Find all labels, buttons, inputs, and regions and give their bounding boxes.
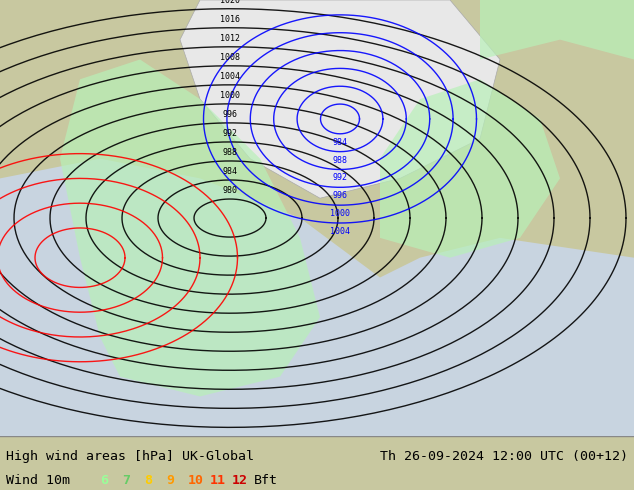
Text: 996: 996 xyxy=(223,110,238,119)
Text: 988: 988 xyxy=(332,156,347,165)
Polygon shape xyxy=(0,159,420,436)
Polygon shape xyxy=(380,79,560,258)
Text: 1012: 1012 xyxy=(220,34,240,43)
Text: Wind 10m: Wind 10m xyxy=(6,474,70,487)
Text: 9: 9 xyxy=(166,474,174,487)
Text: 996: 996 xyxy=(332,191,347,200)
Text: 1000: 1000 xyxy=(220,91,240,100)
Text: 7: 7 xyxy=(122,474,130,487)
Text: 8: 8 xyxy=(144,474,152,487)
Text: 6: 6 xyxy=(100,474,108,487)
Polygon shape xyxy=(480,0,634,59)
Text: 1020: 1020 xyxy=(220,0,240,5)
Polygon shape xyxy=(0,238,634,436)
Text: 984: 984 xyxy=(332,138,347,147)
Text: 11: 11 xyxy=(210,474,226,487)
Polygon shape xyxy=(60,59,320,396)
Text: 992: 992 xyxy=(332,173,347,182)
Text: Th 26-09-2024 12:00 UTC (00+12): Th 26-09-2024 12:00 UTC (00+12) xyxy=(380,450,628,463)
Text: 12: 12 xyxy=(232,474,248,487)
Text: 1004: 1004 xyxy=(330,227,350,236)
Text: 1016: 1016 xyxy=(220,15,240,24)
Text: 992: 992 xyxy=(223,129,238,138)
Text: High wind areas [hPa] UK-Global: High wind areas [hPa] UK-Global xyxy=(6,450,254,463)
Text: 980: 980 xyxy=(223,186,238,195)
Polygon shape xyxy=(0,0,634,436)
Text: 1008: 1008 xyxy=(220,53,240,62)
Text: 988: 988 xyxy=(223,148,238,157)
Text: Bft: Bft xyxy=(254,474,278,487)
Text: 10: 10 xyxy=(188,474,204,487)
Polygon shape xyxy=(180,0,500,198)
Text: 1000: 1000 xyxy=(330,209,350,218)
Text: 1004: 1004 xyxy=(220,72,240,81)
Text: 984: 984 xyxy=(223,167,238,176)
